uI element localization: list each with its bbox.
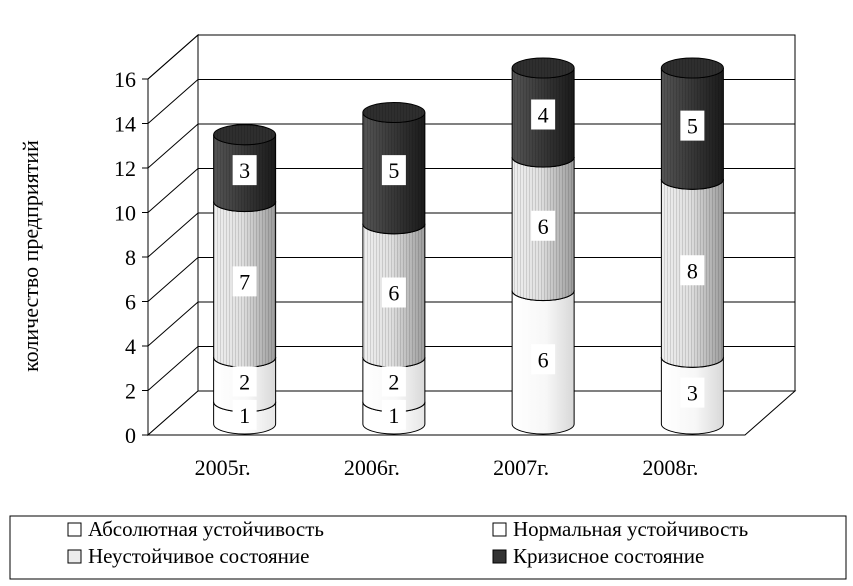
legend-item: Абсолютная устойчивость [67,517,324,541]
y-tick-label: 2 [125,379,136,404]
data-label-bg [680,377,705,408]
bar-stack: 1 2 7 3 [213,124,277,435]
data-label-text: 5 [687,114,698,139]
bars: 1 2 7 3 1 2 6 5 6 6 4 3 8 5 [213,57,724,435]
y-axis-label: количество предприятий [18,140,43,372]
legend-item: Неустойчивое состояние [67,544,309,568]
data-label-text: 6 [388,281,399,306]
data-label: 1 [232,399,257,430]
data-label: 5 [381,155,406,186]
data-label-bg [381,366,406,397]
legend-swatch [67,522,82,537]
legend-swatch [492,522,507,537]
y-tick-label: 8 [125,245,136,270]
gridline [147,257,795,302]
legend-label: Абсолютная устойчивость [88,517,324,541]
data-label: 2 [381,366,406,397]
legend-swatch [492,549,507,564]
data-label: 5 [680,110,705,141]
gridlines [147,34,795,391]
gridline [147,346,795,391]
legend-item: Кризисное состояние [492,544,704,568]
data-label: 2 [232,366,257,397]
data-label-text: 5 [388,158,399,183]
data-label-text: 2 [239,370,250,395]
data-label-text: 2 [388,370,399,395]
data-label-bg [531,210,556,241]
data-label-bg [232,266,257,297]
data-label: 4 [531,99,556,130]
data-label-bg [531,344,556,375]
data-label-bg [232,155,257,186]
legend-label: Неустойчивое состояние [88,544,309,568]
data-label: 3 [680,377,705,408]
data-label-text: 6 [538,214,549,239]
gridline [147,34,795,80]
legend: Абсолютная устойчивость Нормальная устойч… [9,515,847,580]
data-label-bg [232,366,257,397]
x-category-label: 2007г. [493,455,549,480]
x-axis-categories: 2005г. 2006г. 2007г. 2008г. [195,455,699,480]
bar-stack: 1 2 6 5 [362,102,426,435]
data-label-bg [381,277,406,308]
bar-stack: 6 6 4 [511,57,575,435]
x-category-label: 2005г. [195,455,251,480]
data-label-text: 1 [239,403,250,428]
y-tick-label: 14 [114,112,136,137]
bar-cap-texture [362,102,425,123]
floor [146,390,797,436]
data-label-bg [531,99,556,130]
legend-label: Нормальная устойчивость [513,517,748,541]
bar-cap-texture [661,58,724,78]
y-tick-label: 12 [114,156,136,181]
data-label-text: 3 [239,158,250,183]
data-label-text: 1 [388,403,399,428]
legend-swatch [67,549,82,564]
data-label: 1 [381,399,406,430]
data-label-bg [381,155,406,186]
data-label-text: 7 [239,269,250,294]
y-tick-label: 4 [125,334,136,359]
gridline [147,123,795,169]
x-category-label: 2006г. [344,455,400,480]
data-label-bg [381,399,406,430]
data-label-text: 8 [687,258,698,283]
y-tick-label: 10 [114,201,136,226]
bar-cap-texture [512,58,575,78]
y-tick-label: 16 [114,67,136,92]
data-label: 6 [531,210,556,241]
data-label: 8 [680,255,705,286]
data-label-text: 3 [687,381,698,406]
gridline [147,79,795,124]
gridline [147,212,795,258]
y-tick-label: 0 [125,423,136,448]
bar-cap-texture [213,124,276,145]
data-label: 6 [381,277,406,308]
x-category-label: 2008г. [642,455,698,480]
data-label-text: 4 [538,103,549,128]
data-label: 3 [232,155,257,186]
data-label-bg [680,255,705,286]
data-label-bg [680,110,705,141]
legend-label: Кризисное состояние [513,544,704,568]
y-tick-label: 6 [125,290,136,315]
y-axis-ticks: 0 2 4 6 8 10 12 14 16 [114,67,149,448]
gridline [147,301,795,347]
data-label: 6 [531,344,556,375]
data-label-bg [232,399,257,430]
gridline [147,168,795,213]
data-label: 7 [232,266,257,297]
bar-stack: 3 8 5 [660,57,724,435]
data-label-text: 6 [538,347,549,372]
legend-box [9,515,847,580]
legend-item: Нормальная устойчивость [492,517,748,541]
